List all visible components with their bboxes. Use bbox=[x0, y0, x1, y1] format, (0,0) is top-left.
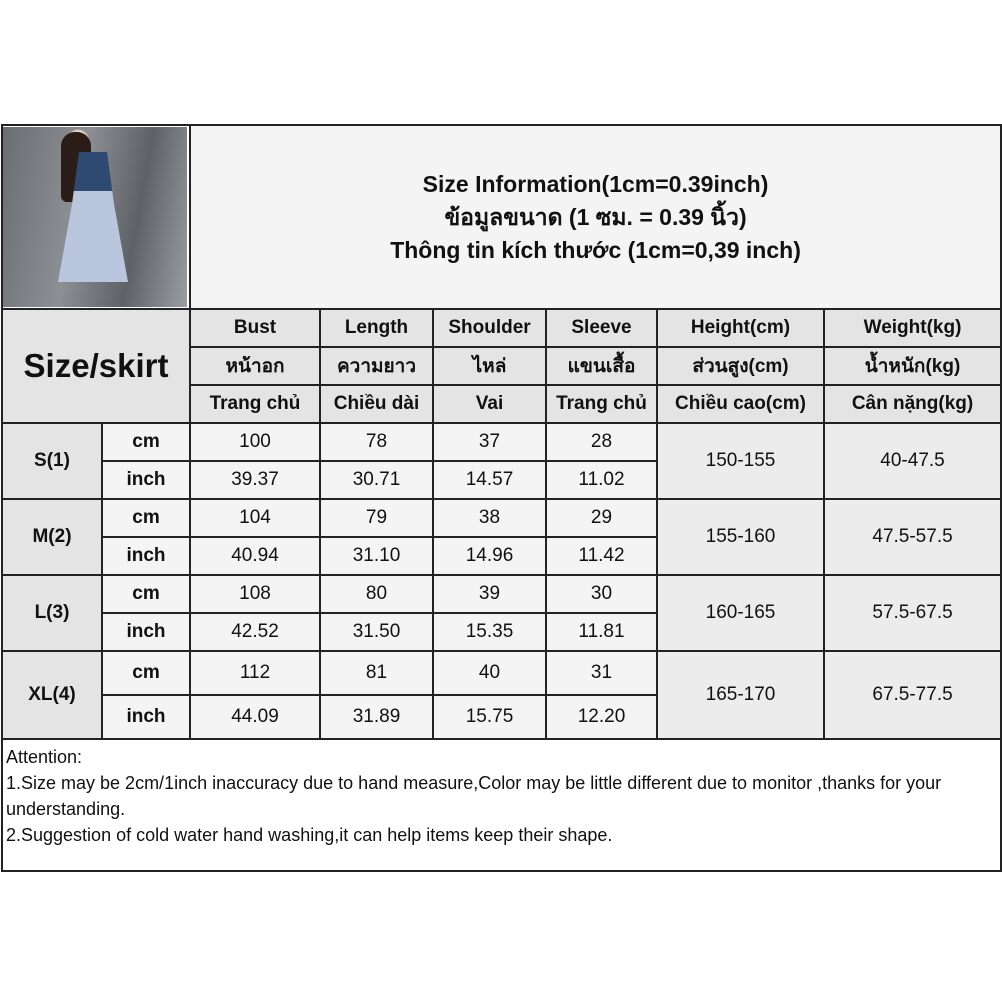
header-th: ส่วนสูง(cm) bbox=[656, 346, 825, 386]
cm-value: 31 bbox=[545, 650, 658, 696]
size-row: S(1) cm 100 78 37 28 150-155 40-47.5 bbox=[1, 422, 1002, 500]
cm-value: 79 bbox=[319, 498, 434, 538]
inch-value: 15.35 bbox=[432, 612, 547, 652]
cm-value: 29 bbox=[545, 498, 658, 538]
inch-value: 30.71 bbox=[319, 460, 434, 500]
unit-label: cm bbox=[101, 498, 191, 538]
inch-value: 31.10 bbox=[319, 536, 434, 576]
size-row: inch 42.52 31.50 15.35 11.81 bbox=[2, 612, 1001, 652]
inch-value: 39.37 bbox=[189, 460, 321, 500]
notes: Attention: 1.Size may be 2cm/1inch inacc… bbox=[0, 738, 1002, 872]
unit-label: cm bbox=[101, 650, 191, 696]
cm-value: 40 bbox=[432, 650, 547, 696]
header-vi: Trang chủ bbox=[189, 384, 321, 424]
size-row: inch 44.09 31.89 15.75 12.20 bbox=[2, 694, 1001, 740]
cm-value: 37 bbox=[432, 422, 547, 462]
size-table: Size Information(1cm=0.39inch) ข้อมูลขนา… bbox=[0, 124, 1002, 872]
header-en: Sleeve bbox=[545, 308, 658, 348]
cm-value: 39 bbox=[432, 574, 547, 614]
header-en: Height(cm) bbox=[656, 308, 825, 348]
inch-value: 14.96 bbox=[432, 536, 547, 576]
inch-value: 15.75 bbox=[432, 694, 547, 740]
size-row: L(3) cm 108 80 39 30 160-165 57.5-67.5 bbox=[1, 574, 1002, 652]
cm-value: 104 bbox=[189, 498, 321, 538]
header-vi: Trang chủ bbox=[545, 384, 658, 424]
inch-value: 44.09 bbox=[189, 694, 321, 740]
inch-value: 12.20 bbox=[545, 694, 658, 740]
header-th: ไหล่ bbox=[432, 346, 547, 386]
size-row: XL(4) cm 112 81 40 31 165-170 67.5-77.5 bbox=[1, 650, 1002, 740]
size-skirt-label: Size/skirt bbox=[1, 308, 191, 424]
title-cell: Size Information(1cm=0.39inch) ข้อมูลขนา… bbox=[188, 124, 1002, 310]
cm-value: 108 bbox=[189, 574, 321, 614]
header-en: Weight(kg) bbox=[822, 308, 1002, 348]
inch-value: 11.81 bbox=[545, 612, 658, 652]
inch-value: 31.89 bbox=[319, 694, 434, 740]
title-en: Size Information(1cm=0.39inch) bbox=[422, 170, 769, 197]
inch-value: 42.52 bbox=[189, 612, 321, 652]
header-th: ความยาว bbox=[319, 346, 434, 386]
header-en: Shoulder bbox=[432, 308, 547, 348]
weight-range: 57.5-67.5 bbox=[822, 574, 1002, 652]
unit-label: cm bbox=[101, 574, 191, 614]
unit-label: inch bbox=[101, 694, 191, 740]
cm-value: 28 bbox=[545, 422, 658, 462]
unit-label: inch bbox=[101, 536, 191, 576]
size-row: inch 39.37 30.71 14.57 11.02 bbox=[2, 460, 1001, 500]
cm-value: 78 bbox=[319, 422, 434, 462]
cm-value: 112 bbox=[189, 650, 321, 696]
unit-label: cm bbox=[101, 422, 191, 462]
size-label: L(3) bbox=[1, 574, 103, 652]
title-vi: Thông tin kích thước (1cm=0,39 inch) bbox=[390, 236, 801, 263]
product-photo bbox=[1, 124, 191, 310]
height-range: 155-160 bbox=[656, 498, 825, 576]
inch-value: 31.50 bbox=[319, 612, 434, 652]
cm-value: 30 bbox=[545, 574, 658, 614]
size-row: M(2) cm 104 79 38 29 155-160 47.5-57.5 bbox=[1, 498, 1002, 576]
header-en: Length bbox=[319, 308, 434, 348]
weight-range: 40-47.5 bbox=[822, 422, 1002, 500]
note-item: 2.Suggestion of cold water hand washing,… bbox=[6, 825, 613, 845]
weight-range: 67.5-77.5 bbox=[822, 650, 1002, 740]
size-label: M(2) bbox=[1, 498, 103, 576]
header-vi: Chiều cao(cm) bbox=[656, 384, 825, 424]
inch-value: 11.02 bbox=[545, 460, 658, 500]
weight-range: 47.5-57.5 bbox=[822, 498, 1002, 576]
header-vi: Vai bbox=[432, 384, 547, 424]
height-range: 160-165 bbox=[656, 574, 825, 652]
height-range: 150-155 bbox=[656, 422, 825, 500]
header-vi: Chiều dài bbox=[319, 384, 434, 424]
header-th: หน้าอก bbox=[189, 346, 321, 386]
header-en: Bust bbox=[189, 308, 321, 348]
cm-value: 80 bbox=[319, 574, 434, 614]
header-th: น้ำหนัก(kg) bbox=[822, 346, 1002, 386]
note-item: 1.Size may be 2cm/1inch inaccuracy due t… bbox=[6, 773, 942, 819]
unit-label: inch bbox=[101, 460, 191, 500]
inch-value: 40.94 bbox=[189, 536, 321, 576]
notes-heading: Attention: bbox=[6, 747, 83, 767]
inch-value: 11.42 bbox=[545, 536, 658, 576]
title-th: ข้อมูลขนาด (1 ซม. = 0.39 นิ้ว) bbox=[444, 203, 747, 230]
header-vi: Cân nặng(kg) bbox=[822, 384, 1002, 424]
cm-value: 38 bbox=[432, 498, 547, 538]
cm-value: 81 bbox=[319, 650, 434, 696]
size-chart: Size Information(1cm=0.39inch) ข้อมูลขนา… bbox=[0, 124, 1002, 872]
unit-label: inch bbox=[101, 612, 191, 652]
cm-value: 100 bbox=[189, 422, 321, 462]
header-th: แขนเสื้อ bbox=[545, 346, 658, 386]
inch-value: 14.57 bbox=[432, 460, 547, 500]
size-label: XL(4) bbox=[1, 650, 103, 740]
height-range: 165-170 bbox=[656, 650, 825, 740]
size-row: inch 40.94 31.10 14.96 11.42 bbox=[2, 536, 1001, 576]
size-label: S(1) bbox=[1, 422, 103, 500]
